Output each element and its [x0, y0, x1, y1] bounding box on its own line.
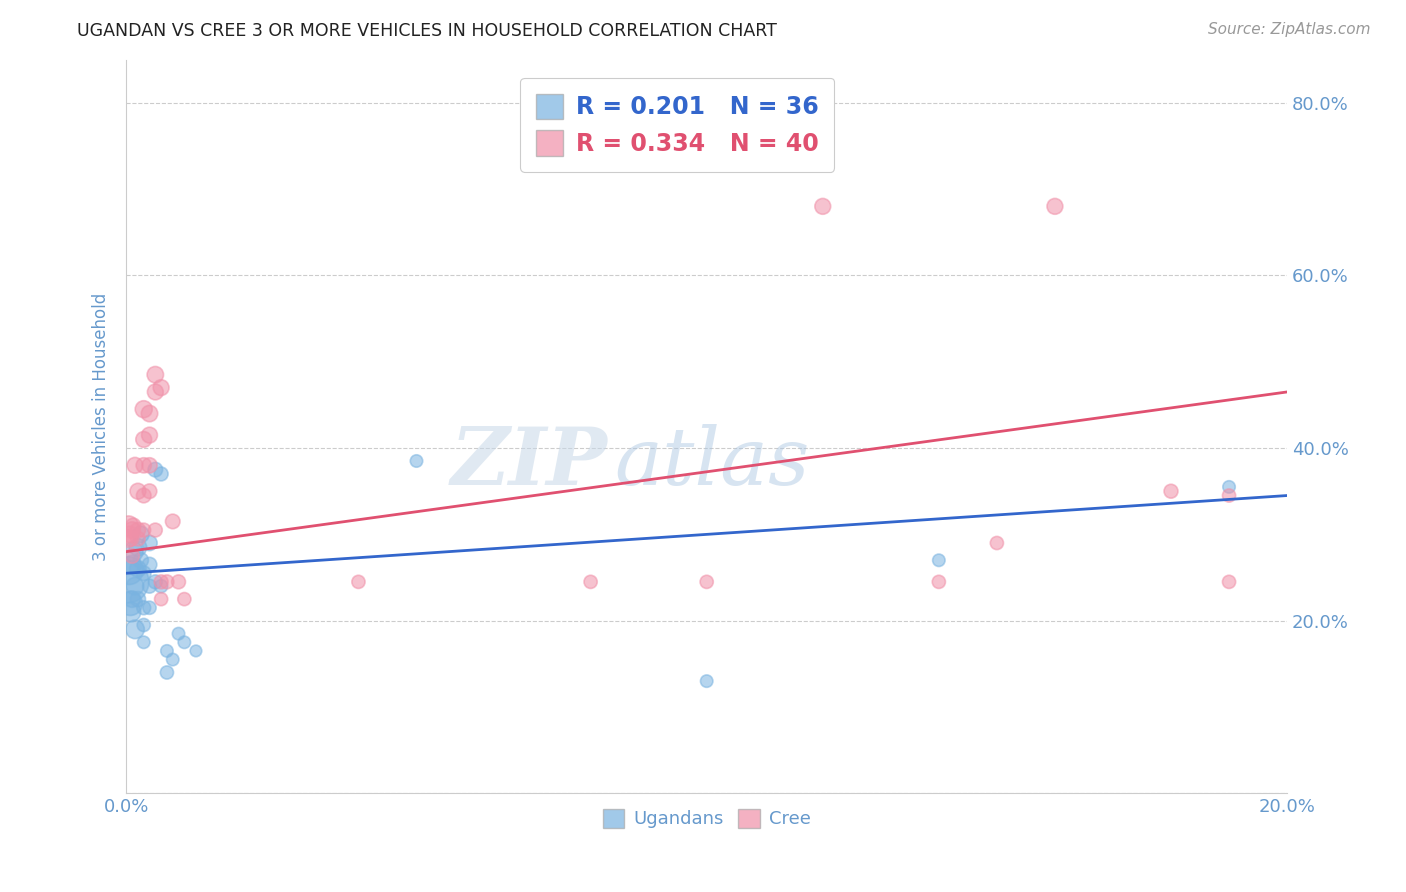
Point [173, 592, 195, 607]
Point [156, 644, 179, 658]
Point [127, 562, 149, 576]
Point [167, 626, 190, 640]
Point [132, 566, 155, 581]
Point [811, 199, 834, 213]
Point [143, 368, 166, 382]
Point [138, 600, 160, 615]
Point [405, 454, 427, 468]
Point [150, 592, 173, 607]
Point [143, 574, 166, 589]
Point [579, 574, 602, 589]
Text: atlas: atlas [614, 425, 810, 502]
Point [150, 381, 173, 395]
Point [127, 592, 149, 607]
Point [132, 618, 155, 632]
Point [696, 674, 718, 689]
Point [138, 407, 160, 421]
Point [124, 579, 146, 593]
Point [132, 402, 155, 417]
Point [117, 574, 139, 589]
Text: Source: ZipAtlas.com: Source: ZipAtlas.com [1208, 22, 1371, 37]
Point [138, 579, 160, 593]
Point [120, 605, 142, 619]
Point [138, 428, 160, 442]
Point [124, 623, 146, 637]
Point [132, 523, 155, 537]
Point [184, 644, 207, 658]
Point [121, 558, 143, 572]
Point [138, 484, 160, 499]
Point [173, 635, 195, 649]
Point [132, 489, 155, 503]
Point [143, 384, 166, 399]
Point [120, 532, 142, 546]
Point [127, 541, 149, 555]
Point [162, 652, 184, 666]
Point [167, 574, 190, 589]
Point [118, 527, 141, 541]
Point [127, 484, 149, 499]
Point [696, 574, 718, 589]
Point [129, 553, 152, 567]
Text: UGANDAN VS CREE 3 OR MORE VEHICLES IN HOUSEHOLD CORRELATION CHART: UGANDAN VS CREE 3 OR MORE VEHICLES IN HO… [77, 22, 778, 40]
Point [132, 433, 155, 447]
Legend: Ugandans, Cree: Ugandans, Cree [595, 802, 818, 836]
Text: ZIP: ZIP [451, 425, 607, 502]
Point [120, 596, 142, 610]
Point [124, 458, 146, 473]
Point [1218, 489, 1240, 503]
Point [127, 532, 149, 546]
Point [1043, 199, 1066, 213]
Point [150, 467, 173, 481]
Point [117, 532, 139, 546]
Y-axis label: 3 or more Vehicles in Household: 3 or more Vehicles in Household [93, 293, 110, 560]
Point [138, 536, 160, 550]
Point [118, 564, 141, 578]
Point [150, 579, 173, 593]
Point [156, 574, 179, 589]
Point [122, 518, 145, 533]
Point [347, 574, 370, 589]
Point [162, 515, 184, 529]
Point [1218, 480, 1240, 494]
Point [117, 518, 139, 533]
Point [143, 523, 166, 537]
Point [138, 458, 160, 473]
Point [121, 592, 143, 607]
Point [1160, 484, 1182, 499]
Point [121, 523, 143, 537]
Point [122, 544, 145, 558]
Point [121, 549, 143, 563]
Point [138, 558, 160, 572]
Point [132, 458, 155, 473]
Point [132, 600, 155, 615]
Point [928, 553, 950, 567]
Point [986, 536, 1008, 550]
Point [1218, 574, 1240, 589]
Point [928, 574, 950, 589]
Point [132, 635, 155, 649]
Point [156, 665, 179, 680]
Point [127, 523, 149, 537]
Point [129, 527, 152, 541]
Point [143, 462, 166, 476]
Point [150, 574, 173, 589]
